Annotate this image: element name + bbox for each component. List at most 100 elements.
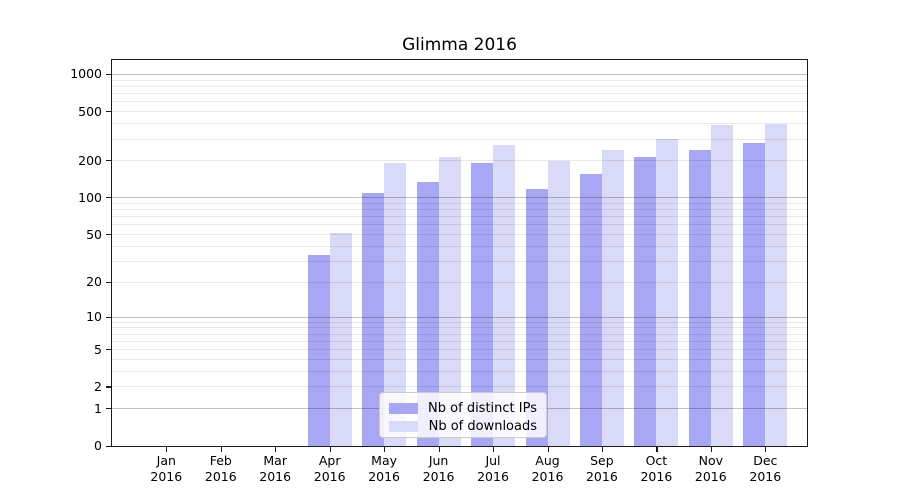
gridline-500 [112, 111, 807, 112]
x-tick-mark-dec-2016 [765, 447, 767, 452]
legend: Nb of distinct IPs Nb of downloads [379, 392, 547, 438]
bar-nb-of-distinct-ips-jun-2016 [416, 181, 439, 446]
gridline-1000 [112, 73, 807, 75]
bar-nb-of-distinct-ips-jul-2016 [471, 163, 493, 446]
x-tick-mark-jan-2016 [166, 447, 168, 452]
y-tick-mark-200 [106, 160, 111, 162]
y-tick-mark-500 [106, 111, 111, 113]
legend-swatch-distinct-ips [389, 402, 418, 414]
bar-nb-of-downloads-nov-2016 [710, 124, 733, 446]
gridline-90 [112, 202, 807, 204]
x-tick-label-aug-2016: Aug 2016 [531, 453, 564, 484]
x-tick-label-nov-2016: Nov 2016 [694, 453, 727, 484]
y-tick-label-20: 20 [86, 274, 102, 290]
gridline-800 [112, 85, 807, 87]
gridline-50 [112, 234, 807, 235]
x-tick-label-feb-2016: Feb 2016 [204, 453, 237, 484]
x-tick-label-dec-2016: Dec 2016 [749, 453, 782, 484]
x-tick-label-may-2016: May 2016 [368, 453, 400, 484]
legend-row-downloads: Nb of downloads [389, 417, 537, 435]
x-tick-label-apr-2016: Apr 2016 [313, 453, 346, 484]
y-tick-mark-50 [106, 234, 111, 236]
gridline-100 [112, 197, 807, 199]
bar-nb-of-downloads-dec-2016 [765, 123, 788, 446]
gridline-40 [112, 245, 807, 247]
gridline-7 [112, 333, 807, 335]
y-tick-mark-2 [106, 386, 111, 388]
gridline-400 [112, 123, 807, 124]
gridline-6 [112, 340, 807, 342]
x-tick-mark-may-2016 [384, 447, 386, 452]
gridline-600 [112, 101, 807, 103]
legend-row-distinct-ips: Nb of distinct IPs [389, 399, 537, 417]
y-tick-mark-5 [106, 349, 111, 351]
y-tick-mark-1000 [106, 73, 111, 75]
gridline-700 [112, 93, 807, 94]
plot-area: Nb of distinct IPs Nb of downloads [111, 59, 808, 447]
y-tick-label-5: 5 [94, 341, 102, 357]
bar-nb-of-distinct-ips-aug-2016 [525, 188, 548, 446]
bar-nb-of-downloads-sep-2016 [601, 149, 624, 446]
x-tick-label-mar-2016: Mar 2016 [259, 453, 292, 484]
x-tick-label-jul-2016: Jul 2016 [477, 453, 509, 484]
legend-label-downloads: Nb of downloads [428, 418, 537, 434]
legend-label-distinct-ips: Nb of distinct IPs [428, 400, 537, 416]
y-tick-label-100: 100 [78, 189, 102, 205]
bar-nb-of-downloads-apr-2016 [329, 233, 352, 446]
bar-nb-of-distinct-ips-oct-2016 [634, 156, 657, 446]
bar-nb-of-distinct-ips-apr-2016 [307, 254, 330, 446]
gridline-3 [112, 370, 807, 372]
bar-nb-of-downloads-jul-2016 [493, 144, 515, 446]
y-tick-mark-0 [106, 445, 111, 447]
y-tick-mark-20 [106, 281, 111, 283]
y-tick-label-200: 200 [78, 152, 102, 168]
chart-title: Glimma 2016 [402, 35, 517, 55]
bar-nb-of-distinct-ips-sep-2016 [579, 173, 602, 446]
x-tick-mark-sep-2016 [601, 447, 604, 452]
bar-nb-of-distinct-ips-dec-2016 [743, 142, 766, 446]
legend-swatch-downloads [389, 420, 418, 432]
gridline-300 [112, 138, 807, 140]
gridline-5 [112, 349, 807, 351]
x-tick-mark-oct-2016 [656, 447, 658, 452]
y-tick-mark-10 [106, 316, 111, 318]
gridline-60 [112, 224, 807, 226]
y-tick-mark-1 [106, 408, 111, 410]
x-tick-mark-aug-2016 [547, 447, 549, 452]
x-tick-mark-mar-2016 [275, 447, 277, 452]
x-tick-mark-feb-2016 [220, 447, 222, 452]
bar-nb-of-downloads-may-2016 [384, 162, 407, 446]
gridline-4 [112, 358, 807, 360]
y-tick-label-2: 2 [94, 378, 102, 394]
y-tick-label-500: 500 [78, 103, 102, 119]
gridline-900 [112, 79, 807, 81]
x-tick-label-jun-2016: Jun 2016 [422, 453, 455, 484]
gridline-70 [112, 216, 807, 218]
x-tick-label-jan-2016: Jan 2016 [150, 453, 183, 484]
y-tick-label-0: 0 [94, 438, 102, 453]
bar-nb-of-downloads-jun-2016 [438, 156, 461, 446]
y-tick-label-50: 50 [86, 226, 102, 242]
x-tick-mark-apr-2016 [329, 447, 331, 452]
x-tick-mark-jul-2016 [493, 447, 495, 452]
gridline-200 [112, 160, 807, 162]
y-tick-label-10: 10 [86, 309, 102, 324]
gridline-80 [112, 209, 807, 211]
y-tick-mark-100 [106, 197, 111, 199]
gridline-30 [112, 260, 807, 262]
gridline-2 [112, 386, 807, 388]
bar-nb-of-downloads-oct-2016 [656, 138, 679, 446]
x-tick-mark-jun-2016 [438, 447, 440, 452]
x-tick-label-oct-2016: Oct 2016 [640, 453, 673, 484]
bar-nb-of-distinct-ips-nov-2016 [688, 150, 711, 446]
bar-nb-of-distinct-ips-may-2016 [362, 192, 385, 446]
x-tick-label-sep-2016: Sep 2016 [585, 453, 618, 484]
x-tick-mark-nov-2016 [710, 447, 712, 452]
gridline-8 [112, 327, 807, 329]
gridline-20 [112, 281, 807, 283]
y-tick-label-1000: 1000 [70, 66, 102, 82]
gridline-10 [112, 316, 807, 318]
gridline-9 [112, 321, 807, 323]
y-tick-label-1: 1 [94, 400, 102, 416]
